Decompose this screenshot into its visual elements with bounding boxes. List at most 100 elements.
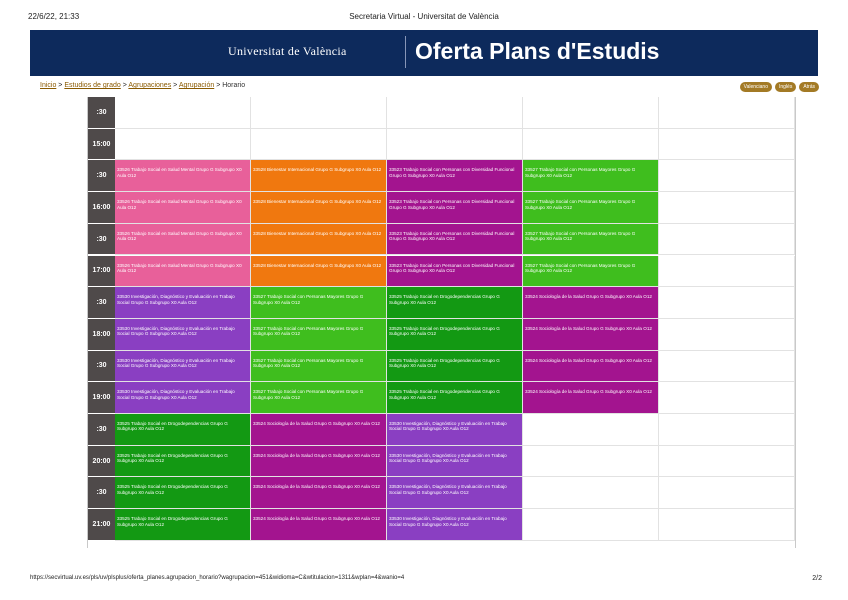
breadcrumb-inicio[interactable]: Inicio <box>40 82 57 89</box>
schedule-row: 20:00 33525 Trabajo Social en Drogodepend… <box>88 445 795 478</box>
breadcrumb-estudios[interactable]: Estudios de grado <box>64 82 121 89</box>
class-block[interactable]: 33526 Trabajo Social en Salud Mental Gru… <box>115 255 251 288</box>
class-block[interactable]: 33527 Trabajo Social con Personas Mayore… <box>251 318 387 351</box>
class-block[interactable]: 33526 Trabajo Social en Salud Mental Gru… <box>115 192 251 224</box>
schedule-row: :30 33526 Trabajo Social en Salud Mental … <box>88 160 795 193</box>
class-block[interactable]: 33530 Investigación, Diagnóstico y Evalu… <box>387 445 523 478</box>
breadcrumb-separator: > <box>173 82 178 89</box>
time-label: :30 <box>88 477 115 510</box>
empty-slot <box>523 128 659 161</box>
time-label: 18:00 <box>88 318 115 351</box>
class-block[interactable]: 33524 Sociología de la Salud Grupo G Sub… <box>523 318 659 351</box>
class-block[interactable]: 33524 Sociología de la Salud Grupo G Sub… <box>251 509 387 541</box>
class-block[interactable]: 33528 Bienestar Internacional Grupo G Su… <box>251 223 387 256</box>
class-block[interactable]: 33525 Trabajo Social en Drogodependencia… <box>387 350 523 383</box>
empty-slot <box>659 223 795 256</box>
schedule-row: :30 33525 Trabajo Social en Drogodependen… <box>88 414 795 446</box>
banner-title: Oferta Plans d'Estudis <box>415 38 660 64</box>
class-block[interactable]: 33530 Investigación, Diagnóstico y Evalu… <box>115 318 251 351</box>
breadcrumb-agrupacion[interactable]: Agrupación <box>178 82 215 89</box>
print-footer-url: https://secvirtual.uv.es/pls/uv/plsplus/… <box>30 575 405 581</box>
class-block[interactable]: 33525 Trabajo Social en Drogodependencia… <box>115 414 251 446</box>
class-block[interactable]: 33530 Investigación, Diagnóstico y Evalu… <box>387 477 523 510</box>
class-block[interactable]: 33528 Bienestar Internacional Grupo G Su… <box>251 255 387 288</box>
class-block[interactable]: 33524 Sociología de la Salud Grupo G Sub… <box>523 287 659 319</box>
class-block[interactable]: 33527 Trabajo Social con Personas Mayore… <box>251 350 387 383</box>
class-block[interactable]: 33527 Trabajo Social con Personas Mayore… <box>523 255 659 288</box>
schedule-grid: :30 15:00:30 33526 Trabajo Social en Salud… <box>87 97 796 548</box>
time-label: :30 <box>88 287 115 319</box>
schedule-row: :30 33530 Investigación, Diagnóstico y Ev… <box>88 350 795 383</box>
empty-slot <box>115 97 251 129</box>
class-block[interactable]: 33527 Trabajo Social con Personas Mayore… <box>251 382 387 414</box>
banner-divider <box>405 36 406 68</box>
class-block[interactable]: 33524 Sociología de la Salud Grupo G Sub… <box>251 445 387 478</box>
empty-slot <box>387 97 523 129</box>
time-label: 17:00 <box>88 255 115 288</box>
print-header: 22/6/22, 21:33 Secretaria Virtual - Univ… <box>28 12 820 24</box>
class-block[interactable]: 33524 Sociología de la Salud Grupo G Sub… <box>523 382 659 414</box>
class-block[interactable]: 33527 Trabajo Social con Personas Mayore… <box>523 160 659 193</box>
class-block[interactable]: 33525 Trabajo Social en Drogodependencia… <box>115 477 251 510</box>
time-label: 20:00 <box>88 445 115 478</box>
atras-button[interactable]: Atrás <box>799 82 819 92</box>
empty-slot <box>523 445 659 478</box>
empty-slot <box>251 97 387 129</box>
empty-slot <box>659 192 795 224</box>
class-block[interactable]: 33525 Trabajo Social en Drogodependencia… <box>387 287 523 319</box>
class-block[interactable]: 33530 Investigación, Diagnóstico y Evalu… <box>387 509 523 541</box>
class-block[interactable]: 33525 Trabajo Social en Drogodependencia… <box>115 509 251 541</box>
class-block[interactable]: 33530 Investigación, Diagnóstico y Evalu… <box>115 382 251 414</box>
empty-slot <box>115 128 251 161</box>
university-logo[interactable]: Universitat de València <box>228 44 347 58</box>
empty-slot <box>659 318 795 351</box>
class-block[interactable]: 33527 Trabajo Social con Personas Mayore… <box>251 287 387 319</box>
schedule-row: 17:00 33526 Trabajo Social en Salud Menta… <box>88 255 795 288</box>
class-block[interactable]: 33530 Investigación, Diagnóstico y Evalu… <box>115 350 251 383</box>
class-block[interactable]: 33530 Investigación, Diagnóstico y Evalu… <box>115 287 251 319</box>
schedule-row: 16:00 33526 Trabajo Social en Salud Menta… <box>88 192 795 224</box>
empty-slot <box>659 382 795 414</box>
empty-slot <box>659 350 795 383</box>
empty-slot <box>251 128 387 161</box>
schedule-row: :30 33525 Trabajo Social en Drogodependen… <box>88 477 795 510</box>
time-label: :30 <box>88 350 115 383</box>
breadcrumb-separator: > <box>216 82 221 89</box>
class-block[interactable]: 33528 Bienestar Internacional Grupo G Su… <box>251 160 387 193</box>
empty-slot <box>523 97 659 129</box>
time-label: :30 <box>88 160 115 193</box>
schedule-row: :30 33526 Trabajo Social en Salud Mental … <box>88 223 795 256</box>
breadcrumb-agrupaciones[interactable]: Agrupaciones <box>128 82 172 89</box>
time-label: 19:00 <box>88 382 115 414</box>
class-block[interactable]: 33524 Sociología de la Salud Grupo G Sub… <box>251 477 387 510</box>
ingles-button[interactable]: Inglés <box>774 82 797 92</box>
class-block[interactable]: 33526 Trabajo Social en Salud Mental Gru… <box>115 223 251 256</box>
valenciano-button[interactable]: Valenciano <box>739 82 772 92</box>
class-block[interactable]: 33525 Trabajo Social en Drogodependencia… <box>387 382 523 414</box>
print-date: 22/6/22, 21:33 <box>28 12 80 21</box>
class-block[interactable]: 33530 Investigación, Diagnóstico y Evalu… <box>387 414 523 446</box>
time-label: 16:00 <box>88 192 115 224</box>
class-block[interactable]: 33523 Trabajo Social con Personas con Di… <box>387 192 523 224</box>
empty-slot <box>659 445 795 478</box>
class-block[interactable]: 33527 Trabajo Social con Personas Mayore… <box>523 192 659 224</box>
schedule-row: 19:00 33530 Investigación, Diagnóstico y … <box>88 382 795 414</box>
time-label: :30 <box>88 97 115 129</box>
class-block[interactable]: 33524 Sociología de la Salud Grupo G Sub… <box>523 350 659 383</box>
class-block[interactable]: 33526 Trabajo Social en Salud Mental Gru… <box>115 160 251 193</box>
class-block[interactable]: 33523 Trabajo Social con Personas con Di… <box>387 223 523 256</box>
class-block[interactable]: 33528 Bienestar Internacional Grupo G Su… <box>251 192 387 224</box>
class-block[interactable]: 33524 Sociología de la Salud Grupo G Sub… <box>251 414 387 446</box>
empty-slot <box>659 97 795 129</box>
schedule-row: 21:00 33525 Trabajo Social en Drogodepend… <box>88 509 795 541</box>
empty-slot <box>523 477 659 510</box>
empty-slot <box>523 509 659 541</box>
class-block[interactable]: 33525 Trabajo Social en Drogodependencia… <box>115 445 251 478</box>
class-block[interactable]: 33523 Trabajo Social con Personas con Di… <box>387 160 523 193</box>
class-block[interactable]: 33525 Trabajo Social en Drogodependencia… <box>387 318 523 351</box>
breadcrumb-separator: > <box>122 82 127 89</box>
class-block[interactable]: 33523 Trabajo Social con Personas con Di… <box>387 255 523 288</box>
empty-slot <box>523 414 659 446</box>
empty-slot <box>659 160 795 193</box>
class-block[interactable]: 33527 Trabajo Social con Personas Mayore… <box>523 223 659 256</box>
